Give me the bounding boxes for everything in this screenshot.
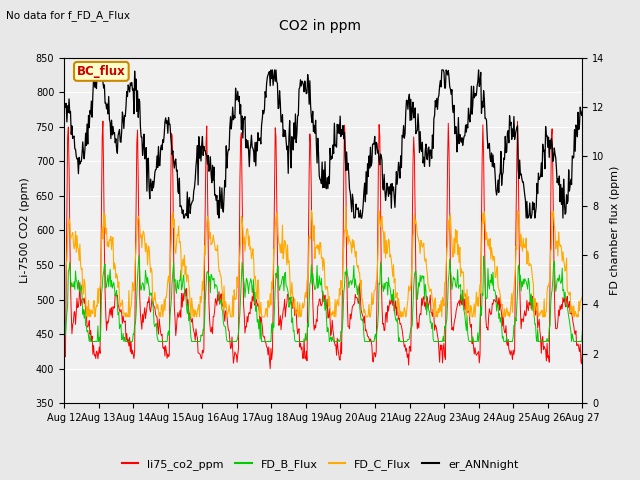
Text: No data for f_FD_A_Flux: No data for f_FD_A_Flux [6,10,131,21]
Y-axis label: FD chamber flux (ppm): FD chamber flux (ppm) [610,166,620,295]
Text: CO2 in ppm: CO2 in ppm [279,19,361,33]
Text: BC_flux: BC_flux [77,65,125,78]
Y-axis label: Li-7500 CO2 (ppm): Li-7500 CO2 (ppm) [20,178,30,283]
Legend: li75_co2_ppm, FD_B_Flux, FD_C_Flux, er_ANNnight: li75_co2_ppm, FD_B_Flux, FD_C_Flux, er_A… [117,455,523,474]
